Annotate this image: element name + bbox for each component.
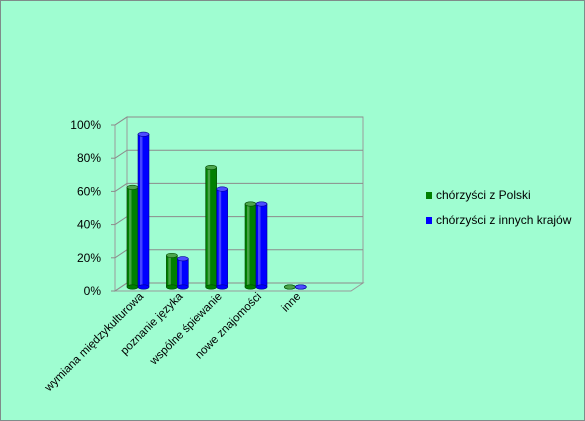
gridline bbox=[114, 282, 363, 292]
bar bbox=[205, 164, 217, 290]
bar bbox=[284, 284, 296, 290]
gridline bbox=[114, 216, 363, 226]
y-tick-label: 40% bbox=[77, 218, 101, 232]
legend-item: chórzyści z innych krajów bbox=[426, 213, 572, 227]
y-axis-ticks: 0% 20% 40% 60% 80% 100% bbox=[70, 118, 115, 298]
gridlines bbox=[114, 116, 363, 292]
category-label: inne bbox=[280, 291, 304, 315]
legend-label: chórzyści z Polski bbox=[436, 188, 531, 202]
bar bbox=[177, 256, 189, 290]
legend-item: chórzyści z Polski bbox=[426, 188, 531, 202]
bar bbox=[255, 201, 268, 290]
y-tick-label: 60% bbox=[77, 184, 101, 198]
gridline bbox=[114, 149, 363, 159]
bar bbox=[137, 131, 150, 290]
bar bbox=[166, 252, 178, 290]
gridline bbox=[114, 182, 363, 192]
y-tick-label: 100% bbox=[70, 118, 101, 132]
category-label: wspólne śpiewanie bbox=[147, 291, 224, 368]
floor bbox=[113, 282, 365, 292]
bar bbox=[126, 184, 139, 290]
legend-swatch bbox=[426, 217, 432, 224]
y-tick-label: 20% bbox=[77, 251, 101, 265]
side-wall bbox=[114, 116, 128, 292]
gridline bbox=[114, 249, 363, 259]
bar bbox=[244, 201, 257, 290]
y-tick-label: 0% bbox=[84, 284, 102, 298]
category-label: nowe znajomości bbox=[193, 291, 264, 362]
gridline bbox=[114, 116, 363, 126]
bar bbox=[295, 284, 307, 290]
bars bbox=[126, 131, 307, 290]
chart-walls bbox=[113, 116, 365, 292]
bar bbox=[216, 186, 228, 290]
legend-swatch bbox=[426, 192, 432, 199]
y-tick-label: 80% bbox=[77, 151, 101, 165]
legend-label: chórzyści z innych krajów bbox=[436, 213, 572, 227]
legend: chórzyści z Polski chórzyści z innych kra… bbox=[426, 188, 572, 227]
